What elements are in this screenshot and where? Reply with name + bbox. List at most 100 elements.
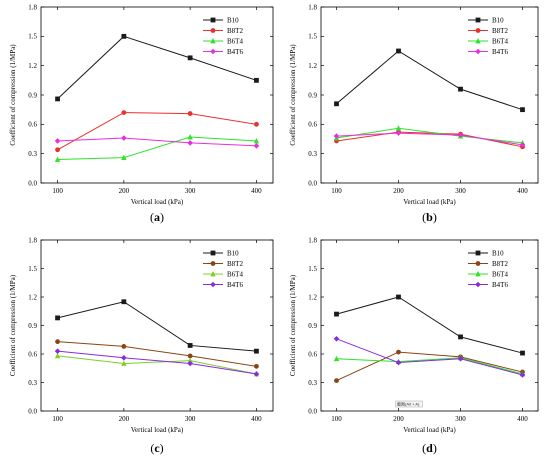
data-point	[121, 355, 127, 361]
series-B10	[334, 48, 525, 113]
data-point	[395, 130, 402, 136]
y-tick-label: 0.0	[28, 407, 37, 415]
y-tick-label: 0.6	[28, 350, 37, 358]
x-axis-label: Vertical load (kPa)	[131, 426, 184, 434]
x-tick-label: 400	[517, 415, 528, 423]
y-tick-label: 0.3	[28, 150, 37, 158]
x-tick-label: 300	[185, 415, 196, 423]
data-point	[121, 110, 127, 115]
series-B4T6	[54, 348, 260, 377]
legend-marker	[210, 271, 216, 277]
series-B8T2	[334, 129, 525, 150]
legend-label: B10	[492, 249, 504, 257]
x-tick-label: 400	[517, 187, 528, 195]
legend-label: B10	[492, 16, 504, 24]
data-point	[55, 315, 60, 321]
y-tick-label: 0.0	[28, 179, 37, 187]
data-point	[253, 143, 260, 149]
y-axis-label: Coefficient of compression (1/MPa)	[289, 274, 297, 376]
data-point	[457, 132, 464, 138]
y-tick-label: 1.2	[308, 62, 317, 70]
chart-panel-3: 0.0 0.3 0.6 0.9 1.2 1.5 1.8 100 200 300 400 Vertica…	[9, 236, 274, 455]
series-B8T2	[55, 339, 259, 369]
legend-marker	[475, 261, 481, 266]
series-line	[57, 137, 257, 147]
y-tick-label: 1.2	[28, 62, 37, 70]
y-tick-label: 0.0	[308, 179, 317, 187]
legend-marker	[475, 250, 481, 256]
data-point	[396, 294, 401, 300]
data-point	[334, 378, 339, 383]
legend: B10 B8T2 B6T4 B4T6	[203, 249, 243, 289]
data-point	[333, 133, 340, 139]
data-point	[458, 86, 463, 92]
chart-panel-1: 0.0 0.3 0.6 0.9 1.2 1.5 1.8 100 200 300 400 Vertica…	[9, 3, 274, 224]
series-B4T6	[54, 135, 260, 149]
y-tick-label: 1.5	[308, 265, 317, 273]
series-B6T4	[54, 134, 260, 162]
data-point	[121, 344, 127, 349]
y-tick-label: 1.5	[28, 33, 37, 41]
y-tick-label: 1.5	[28, 265, 37, 273]
data-point	[254, 363, 259, 369]
data-point	[253, 137, 260, 144]
legend-marker	[210, 38, 216, 44]
x-tick-label: 200	[393, 415, 404, 423]
data-point	[395, 125, 402, 131]
panel-label-part: (	[422, 441, 426, 455]
data-point	[54, 156, 61, 162]
series-line	[57, 35, 257, 100]
x-tick-label: 300	[455, 415, 466, 423]
series-line	[57, 301, 257, 352]
legend-label: B6T4	[492, 270, 508, 278]
data-point	[520, 350, 525, 356]
series-line	[336, 357, 523, 375]
data-point	[121, 135, 127, 141]
series-B10	[55, 33, 259, 102]
x-tick-label: 200	[119, 415, 130, 423]
data-point	[54, 348, 61, 354]
data-point	[55, 96, 60, 102]
legend-marker	[475, 48, 481, 55]
x-tick-label: 300	[455, 187, 466, 195]
panel-label-part: )	[433, 210, 437, 224]
legend-label: B4T6	[492, 281, 508, 289]
data-point	[187, 140, 193, 146]
legend: B10 B8T2 B6T4 B4T6	[468, 249, 508, 289]
x-tick-label: 200	[119, 187, 130, 195]
panel-label-part: )	[160, 441, 164, 455]
legend-label: B10	[227, 16, 239, 24]
y-axis-label: Coefficient of compression (1/MPa)	[289, 44, 297, 146]
data-point	[254, 77, 259, 83]
x-tick-label: 100	[331, 415, 342, 423]
data-point	[519, 142, 526, 148]
y-tick-label: 0.3	[28, 379, 37, 387]
x-axis-label: Vertical load (kPa)	[403, 426, 456, 434]
annotation-text: 截图(Alt + A)	[397, 400, 420, 406]
panel-label-part: c	[154, 441, 160, 455]
chart-panel-2: 0.0 0.3 0.6 0.9 1.2 1.5 1.8 100 200 300 400 Vertica…	[289, 3, 539, 224]
data-point	[55, 339, 60, 345]
y-tick-label: 0.9	[28, 322, 37, 330]
legend-label: B8T2	[492, 27, 508, 35]
data-point	[395, 359, 402, 366]
legend-label: B4T6	[227, 48, 243, 56]
x-tick-label: 400	[251, 187, 262, 195]
legend: B10 B8T2 B6T4 B4T6	[203, 16, 243, 56]
data-point	[334, 101, 339, 107]
series-B4T6	[333, 130, 526, 148]
series-line	[57, 355, 257, 375]
panel-label-part: (	[150, 441, 154, 455]
legend-marker	[475, 281, 481, 288]
panel-label-part: b	[426, 210, 433, 224]
legend-marker	[210, 17, 216, 23]
panel-label: (c)	[150, 441, 163, 455]
y-tick-label: 1.5	[308, 33, 317, 41]
legend-marker	[475, 28, 481, 33]
data-point	[187, 353, 193, 359]
y-tick-label: 0.0	[308, 407, 317, 415]
y-tick-label: 0.3	[308, 150, 317, 158]
legend-label: B8T2	[227, 260, 243, 268]
data-point	[187, 343, 193, 348]
y-tick-label: 0.9	[308, 91, 317, 99]
